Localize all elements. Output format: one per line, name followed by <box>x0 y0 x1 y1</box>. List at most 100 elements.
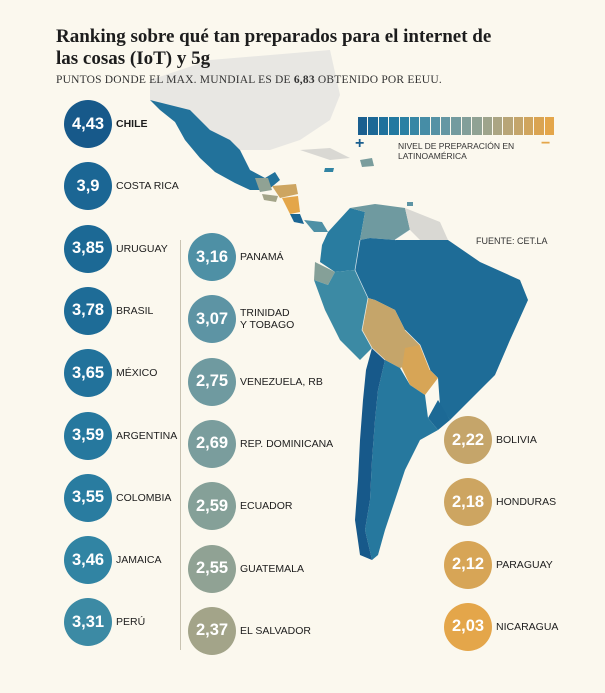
legend-swatch <box>472 117 482 135</box>
ranking-item: 3,16 PANAMÁ <box>188 233 284 281</box>
country-label: HONDURAS <box>496 496 557 509</box>
ranking-item: 3,59 ARGENTINA <box>64 411 178 460</box>
chart-title: Ranking sobre qué tan preparados para el… <box>56 26 492 69</box>
region-argentina <box>365 360 438 560</box>
legend-swatch <box>409 117 420 135</box>
legend-swatch <box>358 117 368 135</box>
country-label: TRINIDAD Y TOBAGO <box>240 307 295 332</box>
legend-swatch <box>389 117 399 135</box>
region-caribbean <box>300 148 350 160</box>
score-bubble: 3,78 <box>64 286 112 335</box>
ranking-item: 2,59 ECUADOR <box>188 482 293 531</box>
score-bubble: 3,55 <box>64 473 112 522</box>
subtitle-prefix: PUNTOS DONDE EL MAX. MUNDIAL ES DE <box>56 74 294 86</box>
ranking-item: 3,07 TRINIDAD Y TOBAGO <box>188 295 295 344</box>
region-guatemala <box>255 178 272 192</box>
legend-label: NIVEL DE PREPARACIÓN EN LATINOAMÉRICA <box>398 141 515 161</box>
ranking-item: 2,22 BOLIVIA <box>444 416 537 464</box>
score-bubble: 3,65 <box>64 349 112 398</box>
legend-swatch <box>492 117 503 135</box>
region-trinidad <box>407 202 413 206</box>
score-bubble: 2,12 <box>444 540 492 589</box>
ranking-item: 3,9 COSTA RICA <box>64 162 179 211</box>
legend-swatch <box>503 117 513 135</box>
region-el-salvador <box>262 194 278 202</box>
country-label: REP. DOMINICANA <box>240 437 334 450</box>
country-label: BOLIVIA <box>496 434 537 446</box>
region-venezuela <box>350 204 410 240</box>
country-label: PANAMÁ <box>240 251 284 263</box>
legend-swatch <box>368 117 378 135</box>
legend-color-scale <box>358 117 555 135</box>
ranking-item: 2,03 NICARAGUA <box>444 602 559 651</box>
region-costa-rica <box>290 214 304 224</box>
ranking-item: 2,69 REP. DOMINICANA <box>188 419 334 468</box>
ranking-item: 2,18 HONDURAS <box>444 478 557 527</box>
region-panama <box>304 220 328 232</box>
region-brazil <box>355 238 528 420</box>
region-mexico <box>150 100 280 190</box>
country-label: ECUADOR <box>240 500 293 513</box>
score-bubble: 2,18 <box>444 478 492 527</box>
legend-swatch <box>461 117 472 135</box>
ranking-item: 3,65 MÉXICO <box>64 349 158 398</box>
north-america-shape <box>150 50 340 150</box>
score-bubble: 3,59 <box>64 411 112 460</box>
ranking-item: 2,75 VENEZUELA, RB <box>188 357 323 406</box>
subtitle-suffix: OBTENIDO POR EEUU. <box>314 74 442 86</box>
score-bubble: 3,85 <box>64 224 112 273</box>
score-bubble: 2,37 <box>188 606 236 655</box>
country-label: MÉXICO <box>116 367 158 380</box>
region-chile <box>355 348 385 560</box>
region-honduras <box>272 184 298 198</box>
score-bubble: 2,69 <box>188 419 236 468</box>
ranking-item: 3,46 JAMAICA <box>64 536 162 585</box>
score-bubble: 3,46 <box>64 536 112 585</box>
ranking-item: 4,43 CHILE <box>64 100 148 148</box>
region-guyanas <box>405 208 448 240</box>
legend-swatch <box>513 117 523 135</box>
region-ecuador <box>314 262 335 285</box>
legend-swatch <box>441 117 451 135</box>
subtitle-max-value: 6,83 <box>293 74 315 86</box>
ranking-item: 3,85 URUGUAY <box>64 224 168 273</box>
legend-swatch <box>451 117 461 135</box>
ranking-item: 2,37 EL SALVADOR <box>188 606 311 655</box>
region-jamaica <box>324 168 334 172</box>
country-label: COLOMBIA <box>116 491 172 504</box>
source-note: FUENTE: CET.LA <box>476 236 548 246</box>
legend-swatch <box>399 117 409 135</box>
chart-subtitle: PUNTOS DONDE EL MAX. MUNDIAL ES DE 6,83 … <box>56 74 442 86</box>
country-label: NICARAGUA <box>496 620 559 633</box>
country-label: COSTA RICA <box>116 180 179 193</box>
legend-swatch <box>482 117 492 135</box>
region-peru <box>314 270 372 360</box>
country-label: CHILE <box>116 118 148 130</box>
score-bubble: 3,31 <box>64 598 112 647</box>
country-label: PERÚ <box>116 616 146 629</box>
score-bubble: 2,75 <box>188 357 236 406</box>
ranking-item: 3,31 PERÚ <box>64 598 146 647</box>
legend-minus-icon: − <box>541 135 551 152</box>
country-label: JAMAICA <box>116 554 162 567</box>
ranking-item: 2,12 PARAGUAY <box>444 540 553 589</box>
country-label: BRASIL <box>116 304 154 317</box>
legend-swatch <box>420 117 430 135</box>
country-label: VENEZUELA, RB <box>240 375 323 388</box>
region-paraguay <box>402 345 438 395</box>
legend-swatch <box>534 117 544 135</box>
ranking-item: 3,78 BRASIL <box>64 286 154 335</box>
score-bubble: 2,59 <box>188 482 236 531</box>
legend-swatch <box>378 117 389 135</box>
country-label: GUATEMALA <box>240 562 304 575</box>
region-uruguay <box>428 400 450 430</box>
score-bubble: 4,43 <box>64 100 112 148</box>
ranking-item: 2,55 GUATEMALA <box>188 544 304 593</box>
country-label: URUGUAY <box>116 242 168 255</box>
legend-swatch <box>430 117 440 135</box>
legend-swatch <box>544 117 555 135</box>
region-colombia <box>320 208 365 272</box>
country-label: ARGENTINA <box>116 429 178 442</box>
column-divider <box>180 240 181 650</box>
legend-swatch <box>524 117 534 135</box>
